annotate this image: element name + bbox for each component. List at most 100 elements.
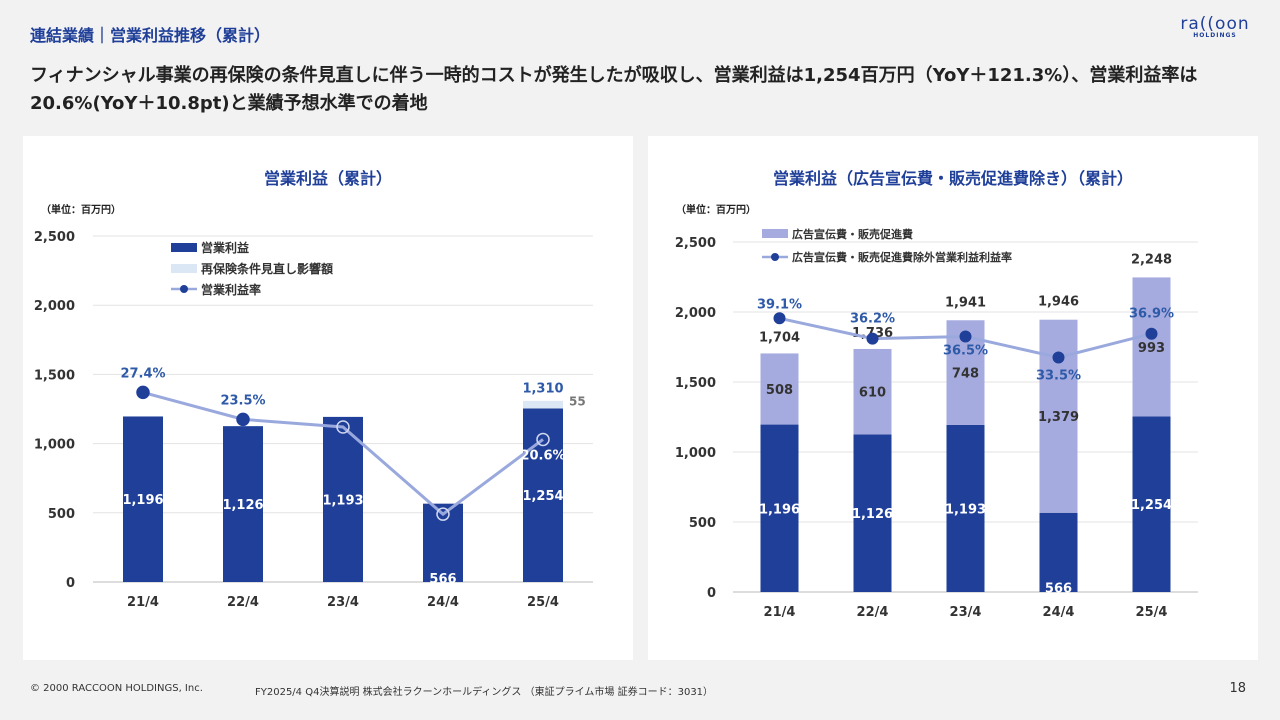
x-tick-label: 23/4 (327, 595, 359, 610)
x-tick-label: 24/4 (1043, 605, 1075, 620)
rate-marker (866, 332, 879, 345)
legend-label: 営業利益率 (201, 282, 261, 297)
chart-title: 営業利益（累計） (264, 169, 392, 188)
y-tick-label: 500 (689, 516, 716, 531)
bar-stack-segment (1132, 277, 1171, 417)
bar-operating-income (853, 434, 892, 592)
company-logo: ra((oon HOLDINGS (1180, 14, 1250, 48)
rate-label: 33.5% (1036, 369, 1081, 384)
y-tick-label: 2,500 (34, 230, 75, 245)
bar-operating-income (1132, 416, 1171, 592)
bar-operating-income (323, 416, 363, 582)
x-tick-label: 24/4 (427, 595, 459, 610)
rate-label: 39.1% (757, 297, 802, 312)
bar-stack-segment (853, 348, 892, 435)
rate-label: 36.5% (943, 344, 988, 359)
y-tick-label: 1,000 (34, 438, 75, 453)
rate-marker (136, 385, 150, 400)
rate-marker (959, 330, 972, 343)
chart-panel-operating-income-excl-ad: 営業利益（広告宣伝費・販売促進費除き）（累計） （単位：百万円） 0 500 1,000… (648, 136, 1258, 660)
legend-label: 営業利益 (201, 240, 249, 255)
y-tick-label: 2,000 (675, 306, 716, 321)
chart-title: 営業利益（広告宣伝費・販売促進費除き）（累計） (773, 169, 1133, 188)
bar-stack-segment (523, 400, 563, 409)
stack-value-label: 1,379 (1038, 410, 1079, 425)
rate-label: 20.6% (520, 448, 565, 463)
rate-marker (436, 507, 450, 521)
bar-operating-income (223, 426, 263, 582)
bar-value-label: 1,126 (222, 498, 263, 513)
x-tick-label: 25/4 (527, 595, 559, 610)
bar-stack-segment (760, 353, 799, 425)
legend-marker (771, 253, 779, 261)
legend-marker (180, 285, 188, 293)
footer-copyright: © 2000 RACCOON HOLDINGS, Inc. (30, 683, 203, 694)
rate-marker (536, 432, 550, 447)
stack-value-label: 508 (766, 383, 793, 398)
rate-label: 27.4% (120, 366, 165, 381)
y-tick-label: 2,500 (675, 236, 716, 251)
y-tick-label: 0 (66, 576, 75, 591)
total-label: 1,310 (522, 382, 563, 397)
unit-label: （単位：百万円） (41, 203, 121, 216)
bar-value-label: 566 (429, 572, 456, 587)
y-tick-label: 1,500 (675, 376, 716, 391)
logo-sub: HOLDINGS (1193, 32, 1237, 39)
y-tick-label: 500 (48, 507, 75, 522)
rate-marker (1145, 327, 1158, 340)
headline: フィナンシャル事業の再保険の条件見直しに伴う一時的コストが発生したが吸収し、営業… (30, 65, 1198, 114)
chart-operating-income-excl-ad: 営業利益（広告宣伝費・販売促進費除き）（累計） （単位：百万円） 0 500 1,000… (675, 169, 1198, 620)
total-label: 1,946 (1038, 295, 1079, 310)
legend-swatch-operating-income (171, 243, 197, 252)
stack-value-label: 610 (859, 386, 886, 401)
legend-swatch-reinsurance (171, 264, 197, 273)
bar-value-label: 1,254 (522, 489, 563, 504)
bar-operating-income (760, 424, 799, 592)
legend-label: 広告宣伝費・販売促進費除外営業利益利益率 (792, 250, 1012, 264)
legend-label: 再保険条件見直し影響額 (201, 261, 333, 276)
x-tick-label: 23/4 (950, 605, 982, 620)
bar-value-label: 1,196 (122, 493, 163, 508)
rate-line (142, 390, 544, 517)
bar-value-label: 566 (1045, 581, 1072, 596)
total-label: 1,704 (759, 330, 800, 345)
chart-operating-income: 営業利益（累計） （単位：百万円） 0 500 1,000 1,500 2,000 2,500… (34, 169, 593, 610)
bar-operating-income (946, 424, 985, 592)
x-tick-label: 22/4 (227, 595, 259, 610)
footer-doc: FY2025/4 Q4決算説明 株式会社ラクーンホールディングス （東証プライム… (255, 687, 714, 698)
legend-swatch-ad-cost (762, 229, 788, 238)
x-tick-label: 21/4 (764, 605, 796, 620)
x-tick-label: 22/4 (857, 605, 889, 620)
bar-value-label: 1,126 (852, 507, 893, 522)
y-tick-label: 2,000 (34, 299, 75, 314)
stack-value-label: 748 (952, 367, 979, 382)
page-number: 18 (1229, 681, 1246, 696)
bar-operating-income (1039, 512, 1078, 592)
x-tick-label: 25/4 (1136, 605, 1168, 620)
section-title: 連結業績｜営業利益推移（累計） (30, 26, 271, 45)
x-tick-label: 21/4 (127, 595, 159, 610)
bar-value-label: 1,193 (945, 502, 986, 517)
rate-label: 36.2% (850, 312, 895, 327)
bar-value-label: 1,254 (1131, 498, 1172, 513)
rate-marker (236, 412, 250, 427)
y-tick-label: 0 (707, 586, 716, 601)
rate-label: 22.4% (320, 401, 365, 416)
unit-label: （単位：百万円） (676, 203, 756, 216)
rate-label: 36.9% (1129, 307, 1174, 322)
stack-value-label: 55 (569, 395, 586, 409)
y-tick-label: 1,000 (675, 446, 716, 461)
bar-value-label: 1,196 (759, 502, 800, 517)
rate-marker (336, 420, 350, 434)
rate-marker (1052, 351, 1065, 364)
bar-value-label: 1,193 (322, 493, 363, 508)
stack-value-label: 993 (1138, 341, 1165, 356)
rate-label: 9.8% (425, 483, 461, 498)
bar-operating-income (123, 416, 163, 582)
logo-mark: ra((oon (1180, 14, 1250, 34)
chart-panel-operating-income: 営業利益（累計） （単位：百万円） 0 500 1,000 1,500 2,000 2,500… (23, 136, 633, 660)
total-label: 1,941 (945, 295, 986, 310)
rate-marker (773, 312, 786, 325)
bar-operating-income (523, 408, 563, 582)
total-label: 2,248 (1131, 252, 1172, 267)
